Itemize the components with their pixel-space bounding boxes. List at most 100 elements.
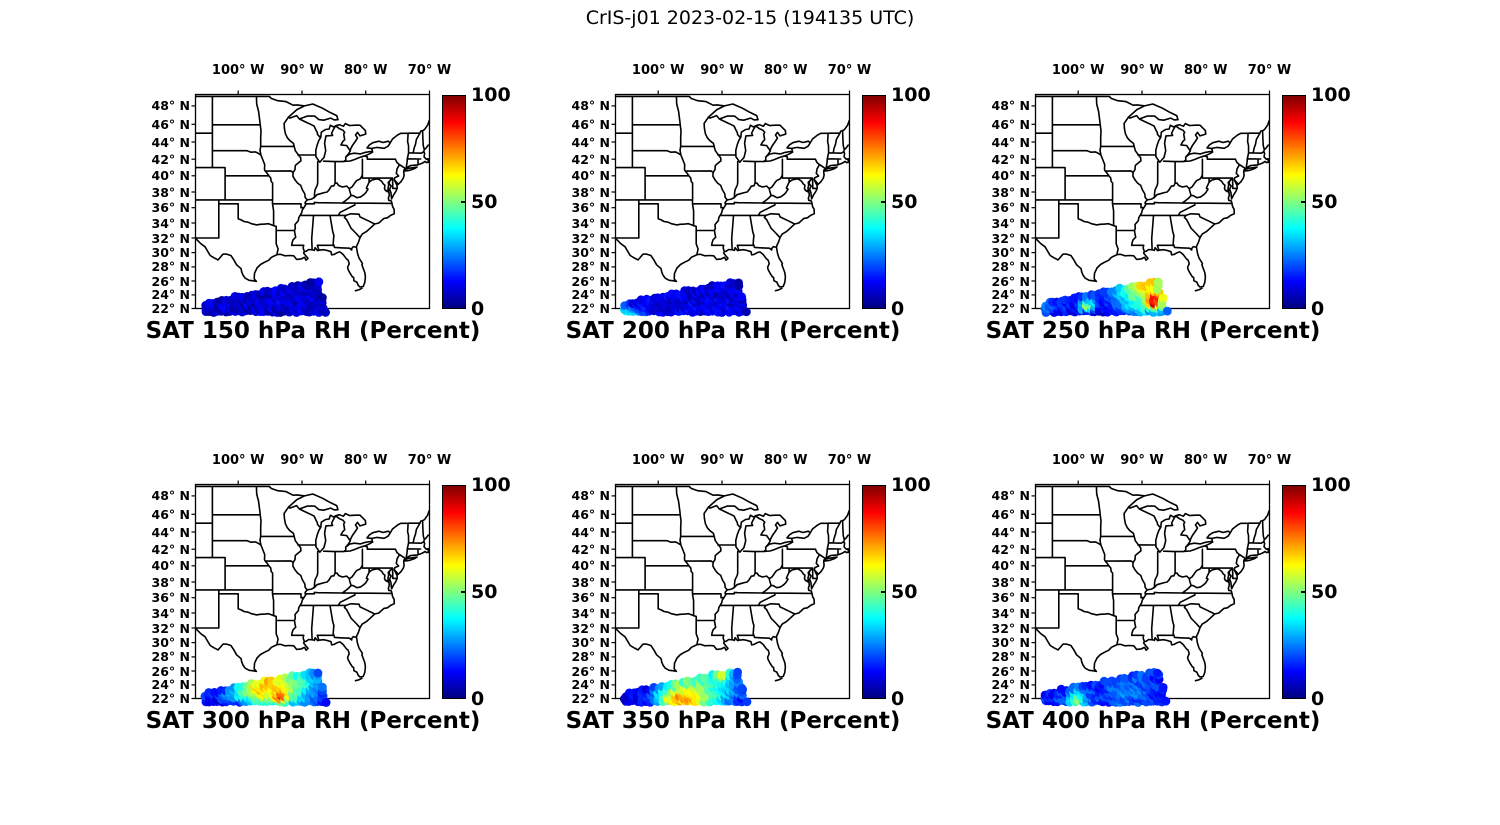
- lat-tick-label: 38° N: [991, 184, 1030, 200]
- lat-tick-label: 28° N: [991, 259, 1030, 275]
- panel-title: SAT 300 hPa RH (Percent): [145, 708, 481, 734]
- lat-tick-label: 24° N: [151, 677, 190, 693]
- lon-tick-label: 80° W: [343, 63, 388, 78]
- lat-tick-label: 24° N: [571, 677, 610, 693]
- axis-ticks: [611, 90, 851, 310]
- lat-tick-label: 34° N: [571, 215, 610, 231]
- colorbar-tick-label: 0: [471, 297, 485, 320]
- lon-tick-label: 70° W: [407, 63, 452, 78]
- lat-tick-label: 48° N: [571, 488, 610, 504]
- lat-tick-label: 22° N: [991, 691, 1030, 706]
- lat-tick-label: 30° N: [991, 245, 1030, 261]
- lon-tick-label: 80° W: [763, 63, 808, 78]
- lat-tick-label: 26° N: [991, 273, 1030, 289]
- state-boundaries: [615, 95, 850, 292]
- colorbar-tick-label: 100: [471, 83, 511, 106]
- lat-tick-label: 36° N: [151, 590, 190, 606]
- lat-tick-label: 32° N: [571, 620, 610, 636]
- panel-sat-350-rh: 100° W 90° W 80° W 70° W 48° N 46° N 44° N 42° …: [540, 440, 931, 750]
- lat-tick-label: 46° N: [991, 506, 1030, 522]
- swath-observations: [201, 277, 330, 317]
- lat-tick-label: 32° N: [991, 230, 1030, 246]
- lat-tick-label: 44° N: [151, 134, 190, 150]
- lat-tick-label: 30° N: [571, 245, 610, 261]
- lon-tick-label: 90° W: [280, 63, 324, 78]
- lat-tick-label: 26° N: [151, 663, 190, 679]
- lon-tick-label: 100° W: [211, 453, 265, 468]
- colorbar-tick-label: 100: [891, 473, 931, 496]
- lat-tick-label: 36° N: [991, 200, 1030, 216]
- map-frame: [614, 93, 851, 310]
- lat-tick-label: 22° N: [151, 691, 190, 706]
- lat-tick-label: 40° N: [991, 558, 1030, 574]
- lat-tick-label: 34° N: [151, 605, 190, 621]
- lon-tick-label: 100° W: [631, 63, 685, 78]
- lat-tick-label: 46° N: [571, 506, 610, 522]
- colorbar-tick-label: 0: [891, 687, 905, 710]
- lat-tick-label: 36° N: [571, 200, 610, 216]
- lat-tick-label: 26° N: [991, 663, 1030, 679]
- lat-tick-label: 26° N: [571, 663, 610, 679]
- lat-tick-label: 42° N: [571, 541, 610, 557]
- lat-tick-label: 32° N: [151, 230, 190, 246]
- lat-tick-label: 28° N: [991, 649, 1030, 665]
- lat-tick-label: 22° N: [571, 691, 610, 706]
- figure-title: CrIS-j01 2023-02-15 (194135 UTC): [585, 7, 915, 29]
- lat-tick-label: 34° N: [571, 605, 610, 621]
- lat-tick-label: 30° N: [991, 635, 1030, 651]
- lon-tick-label: 100° W: [1051, 453, 1105, 468]
- panel-sat-250-rh: 100° W 90° W 80° W 70° W 48° N 46° N 44° N 42° …: [960, 50, 1351, 360]
- state-boundaries: [1035, 95, 1270, 292]
- colorbar-tick-label: 50: [891, 190, 918, 213]
- panel-title: SAT 150 hPa RH (Percent): [145, 318, 481, 344]
- state-boundaries: [195, 95, 430, 292]
- map-frame: [1034, 93, 1271, 310]
- lat-tick-label: 32° N: [991, 620, 1030, 636]
- lat-tick-label: 32° N: [151, 620, 190, 636]
- colorbar-tick-mark: [460, 590, 466, 593]
- lon-tick-label: 80° W: [1183, 453, 1228, 468]
- lat-tick-label: 34° N: [991, 215, 1030, 231]
- panel-sat-150-rh: 100° W 90° W 80° W 70° W 48° N 46° N 44° N 42° …: [120, 50, 511, 360]
- lat-tick-label: 44° N: [571, 524, 610, 540]
- colorbar-tick-label: 50: [471, 190, 498, 213]
- lon-tick-label: 70° W: [827, 453, 872, 468]
- map-canvas: [191, 480, 431, 707]
- lat-tick-label: 28° N: [151, 649, 190, 665]
- colorbar-tick-label: 0: [471, 687, 485, 710]
- axis-ticks: [1031, 90, 1271, 310]
- lat-tick-label: 26° N: [571, 273, 610, 289]
- lon-tick-label: 80° W: [1183, 63, 1228, 78]
- swath-observations: [200, 668, 331, 707]
- lat-tick-label: 40° N: [151, 558, 190, 574]
- lon-tick-label: 70° W: [1247, 453, 1292, 468]
- lat-tick-label: 24° N: [991, 677, 1030, 693]
- colorbar-tick-label: 0: [1311, 297, 1325, 320]
- axis-ticks: [611, 480, 851, 700]
- map-canvas: [611, 90, 851, 317]
- lat-tick-label: 38° N: [571, 574, 610, 590]
- colorbar-tick-label: 100: [1311, 83, 1351, 106]
- lon-tick-label: 90° W: [700, 453, 744, 468]
- lat-tick-label: 40° N: [571, 168, 610, 184]
- lat-tick-label: 22° N: [151, 301, 190, 316]
- panel-sat-200-rh: 100° W 90° W 80° W 70° W 48° N 46° N 44° N 42° …: [540, 50, 931, 360]
- map-canvas: [1031, 90, 1271, 317]
- lat-tick-label: 42° N: [151, 151, 190, 167]
- lat-tick-label: 38° N: [571, 184, 610, 200]
- lon-tick-label: 90° W: [1120, 63, 1164, 78]
- lat-tick-label: 40° N: [151, 168, 190, 184]
- lat-tick-label: 22° N: [571, 301, 610, 316]
- lon-tick-label: 100° W: [211, 63, 265, 78]
- lat-tick-label: 46° N: [991, 116, 1030, 132]
- lon-tick-label: 70° W: [1247, 63, 1292, 78]
- lat-tick-label: 34° N: [151, 215, 190, 231]
- swath-observations: [619, 667, 752, 707]
- lat-tick-label: 44° N: [991, 134, 1030, 150]
- axis-ticks: [191, 90, 431, 310]
- lat-tick-label: 38° N: [991, 574, 1030, 590]
- lat-tick-label: 22° N: [991, 301, 1030, 316]
- lat-tick-label: 36° N: [571, 590, 610, 606]
- swath-observations: [620, 278, 751, 317]
- colorbar-tick-label: 100: [1311, 473, 1351, 496]
